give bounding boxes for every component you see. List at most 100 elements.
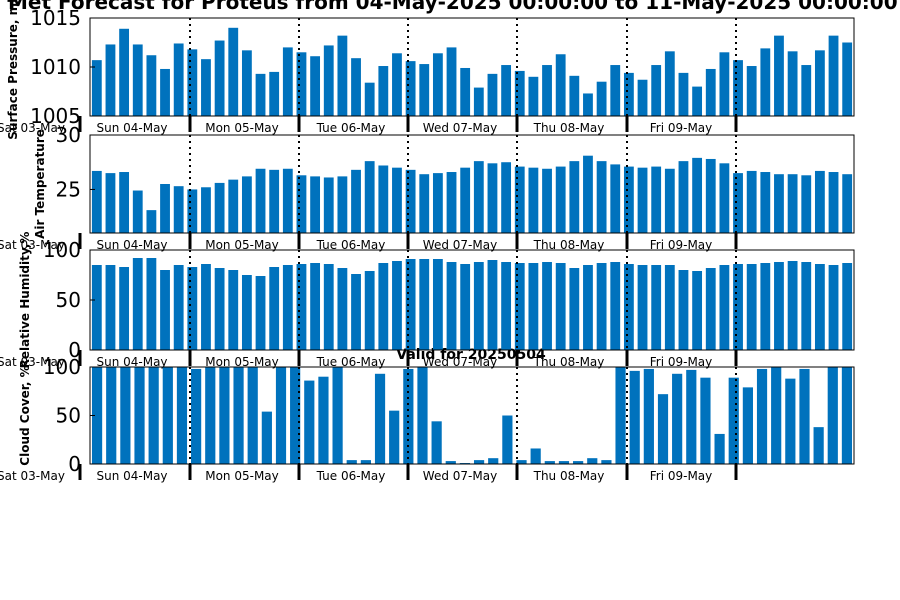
surface-pressure-bar (623, 72, 634, 116)
air-temperature-bar (364, 161, 375, 233)
air-temperature-bar (282, 168, 293, 233)
relative-humidity-bar (432, 259, 443, 350)
air-temperature-bar (91, 170, 102, 233)
surface-pressure-bar (719, 52, 730, 116)
air-temperature-bar (528, 167, 539, 233)
relative-humidity-bar (201, 264, 211, 350)
cloud-cover-bar (360, 460, 371, 464)
surface-pressure-day-label: Fri 09-May (650, 121, 713, 135)
surface-pressure-bar (610, 65, 621, 116)
cloud-cover-bar (346, 460, 357, 464)
surface-pressure-bar (255, 73, 266, 116)
relative-humidity-bar (378, 263, 389, 350)
air-temperature-bar (501, 162, 512, 233)
surface-pressure-bar (446, 47, 457, 116)
relative-humidity-bar (473, 262, 484, 350)
surface-pressure-bar (201, 59, 211, 116)
relative-humidity-day-label: Fri 09-May (650, 355, 713, 369)
cloud-cover-bar (714, 433, 725, 464)
cloud-cover-day-label: Sun 04-May (96, 469, 167, 483)
relative-humidity-bar (241, 275, 252, 350)
air-temperature-bar (610, 164, 621, 233)
surface-pressure-day-label: Mon 05-May (205, 121, 279, 135)
cloud-cover-day-label: Fri 09-May (650, 469, 713, 483)
air-temperature-bar (760, 172, 771, 233)
surface-pressure-bar (814, 50, 825, 117)
relative-humidity-ytick-label: 100 (43, 238, 81, 262)
surface-pressure-bar (296, 52, 307, 116)
air-temperature-bar (323, 177, 334, 233)
cloud-cover-bar (374, 373, 386, 464)
air-temperature-bar (214, 182, 225, 233)
surface-pressure-bar (460, 67, 471, 116)
cloud-cover-bar (728, 377, 739, 464)
cloud-cover-day-label: Tue 06-May (316, 469, 386, 483)
surface-pressure-bar (241, 50, 252, 117)
surface-pressure-bar (228, 27, 239, 116)
cloud-cover-bar (756, 368, 768, 464)
relative-humidity-bar (514, 263, 525, 350)
cloud-cover-bar (488, 458, 499, 464)
cloud-cover-bar (587, 458, 598, 464)
cloud-cover-bar (544, 461, 555, 464)
air-temperature-axes-box (89, 134, 855, 234)
air-temperature-bar (173, 186, 184, 233)
surface-pressure-bar (705, 68, 716, 116)
relative-humidity-bar (733, 264, 743, 350)
air-temperature-bar (432, 173, 443, 233)
surface-pressure-day-label: Thu 08-May (533, 121, 605, 135)
air-temperature-day-label: Fri 09-May (650, 238, 713, 252)
air-temperature-bar (119, 172, 130, 233)
surface-pressure-bar (160, 68, 170, 116)
air-temperature-bar (241, 176, 252, 233)
figure-title: Met Forecast for Proteus from 04-May-202… (8, 0, 898, 14)
relative-humidity-ylabel: Relative Humidity,% (18, 232, 32, 369)
surface-pressure-bar (282, 47, 293, 116)
relative-humidity-bar (187, 267, 198, 350)
cloud-cover-bar (558, 461, 570, 464)
air-temperature-bar (378, 165, 389, 233)
relative-humidity-bar (282, 265, 293, 350)
air-temperature-bar (419, 174, 430, 233)
cloud-cover-bar (148, 367, 159, 464)
relative-humidity-bar (746, 264, 757, 350)
surface-pressure-bar (542, 65, 552, 116)
surface-pressure-bar (378, 66, 389, 116)
surface-pressure-bar (173, 43, 184, 117)
air-temperature-bar (555, 166, 566, 233)
cloud-cover-bar (629, 370, 640, 464)
air-temperature-bar (487, 163, 498, 233)
surface-pressure-bar (569, 75, 580, 116)
surface-pressure-bar (392, 53, 402, 116)
air-temperature-bar (814, 170, 825, 233)
cloud-cover-bar (473, 460, 485, 464)
cloud-cover-bar (742, 387, 753, 464)
surface-pressure-bar (692, 86, 703, 116)
relative-humidity-bar (828, 265, 839, 350)
cloud-cover-bar (573, 461, 584, 464)
cloud-cover-bar (219, 367, 230, 464)
relative-humidity-bar (146, 258, 157, 350)
cloud-cover-bar (502, 415, 513, 464)
relative-humidity-day-label: Sun 04-May (96, 355, 167, 369)
relative-humidity-day-label: Mon 05-May (205, 355, 279, 369)
cloud-cover-ytick-label: 0 (68, 452, 81, 476)
relative-humidity-bar (364, 271, 375, 350)
cloud-cover-bar (615, 367, 626, 464)
cloud-cover-bar (657, 394, 669, 464)
cloud-cover-bar (162, 367, 173, 464)
air-temperature-day-label: Sat 03-May (0, 238, 65, 252)
cloud-cover-bar (332, 367, 343, 464)
air-temperature-bar (651, 166, 662, 233)
relative-humidity-bar (255, 276, 266, 350)
cloud-cover-bar (205, 367, 216, 464)
cloud-cover-day-label: Sat 03-May (0, 469, 65, 483)
relative-humidity-bar (105, 265, 116, 350)
surface-pressure-bar (310, 56, 321, 116)
relative-humidity-bar (132, 258, 143, 350)
cloud-cover-bar (191, 368, 202, 464)
air-temperature-bar (187, 189, 198, 233)
valid-for-label: Valid for 20250504 (396, 347, 546, 363)
cloud-cover-bar (275, 367, 287, 464)
surface-pressure-ytick-label: 1015 (30, 6, 81, 30)
